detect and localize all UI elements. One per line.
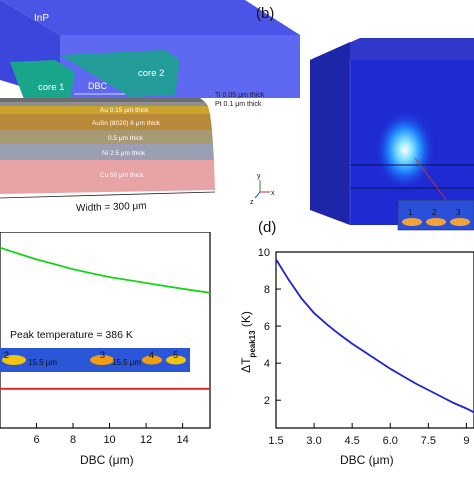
y-tick-label: 2 — [264, 395, 270, 407]
delta-t-series-line — [275, 258, 474, 414]
device-stack-figure: InP core 1 core 2 DBC Ti 0.05 μm thick P… — [0, 0, 300, 214]
y-label-main: ΔT — [239, 357, 253, 373]
y-tick-label: 6 — [264, 321, 270, 333]
y-label-subscript: peak13 — [248, 330, 257, 358]
inset-number: 2 — [432, 208, 437, 217]
x-tick-label: 7.5 — [421, 435, 436, 447]
layer-ni — [0, 144, 214, 160]
block-left-face — [310, 42, 350, 225]
block-top-face — [310, 38, 474, 60]
panel-c-x-ticks: 6 8 10 12 14 — [33, 423, 189, 446]
label-au: Au 0.15 μm thick — [100, 107, 149, 114]
layer-au — [0, 106, 210, 114]
axis-y-label: y — [257, 173, 261, 180]
y-tick-label: 10 — [258, 247, 270, 259]
layer-05 — [0, 130, 213, 144]
panel-d-plot-frame — [275, 251, 474, 429]
inset-spacing-label: 15.5 μm — [28, 358, 57, 367]
panel-a-device-stack: InP core 1 core 2 DBC Ti 0.05 μm thick P… — [0, 0, 300, 218]
y-label-text: ΔTpeak13 (K) — [239, 311, 257, 373]
inp-label: InP — [34, 13, 49, 24]
panel-d-letter: (d) — [258, 219, 276, 236]
label-ni: Ni 2.5 μm thick — [102, 150, 146, 157]
label-ausn: AuSn (8020) 6 μm thick — [92, 120, 161, 127]
panel-c-inset: 2 3 4 5 15.5 μm 15.5 μm — [0, 348, 190, 372]
x-tick-label: 10 — [103, 434, 115, 446]
axis-z-arrow — [254, 191, 261, 199]
inset-spacing-label: 15.5 μm — [112, 358, 141, 367]
layer-pt — [0, 102, 208, 106]
x-tick-label: 9 — [463, 435, 469, 447]
label-05: 0.5 μm thick — [108, 135, 144, 142]
inset-core — [142, 355, 162, 365]
green-series-line — [0, 246, 211, 294]
layer-ausn — [0, 114, 212, 130]
panel-d-plot: (d) 1.5 3.0 4.5 6.0 7.5 9 2 4 6 8 10 ΔTpeak13 (K) … — [228, 212, 474, 474]
core-2-label: core 2 — [138, 68, 164, 79]
inset-core — [2, 355, 26, 365]
panel-c-plot-frame — [0, 231, 211, 429]
inset-number: 2 — [4, 350, 9, 360]
panel-b-thermal-model: (b) 1 2 3 y z x — [250, 0, 474, 240]
layer-ti — [0, 98, 205, 102]
core-1-shape — [10, 60, 75, 102]
inset-number: 3 — [456, 208, 461, 217]
x-tick-label: 1.5 — [268, 435, 283, 447]
layer-cu — [0, 160, 215, 194]
panel-b-letter: (b) — [256, 5, 274, 22]
x-tick-label: 6 — [33, 434, 39, 446]
thermal-model-figure: (b) 1 2 3 y z x — [250, 5, 474, 231]
inset-number: 4 — [149, 350, 154, 360]
inset-number: 3 — [100, 350, 105, 360]
inset-core — [426, 218, 446, 226]
peak-temperature-annotation: Peak temperature = 386 K — [10, 329, 133, 341]
inset-number: 1 — [408, 208, 413, 217]
inset-core — [90, 355, 114, 365]
x-tick-label: 12 — [140, 434, 152, 446]
inset-number: 5 — [173, 350, 178, 360]
dbc-label: DBC — [88, 81, 108, 91]
label-pt: Pt 0.1 μm thick — [215, 101, 262, 108]
y-label-unit: (K) — [239, 311, 253, 330]
panel-c-plot: 6 8 10 12 14 Peak temperature = 386 K 2 3 4 … — [0, 231, 222, 474]
x-tick-label: 3.0 — [306, 435, 321, 447]
inset-core — [402, 218, 422, 226]
panel-c-x-axis-label: DBC (μm) — [80, 453, 134, 467]
label-ti: Ti 0.05 μm thick — [215, 92, 265, 99]
width-label: Width = 300 μm — [76, 201, 147, 214]
core-2-shape — [60, 50, 180, 97]
axis-x-label: x — [271, 190, 275, 197]
panel-d-ticks: 1.5 3.0 4.5 6.0 7.5 9 2 4 6 8 10 — [258, 247, 470, 447]
axis-z-label: z — [250, 199, 254, 206]
zoom-pointer — [414, 157, 451, 206]
inset-core — [450, 218, 470, 226]
panel-c-chart: 6 8 10 12 14 Peak temperature = 386 K 2 3 4 … — [0, 231, 211, 467]
width-dimension-line — [0, 191, 216, 199]
y-tick-label: 4 — [264, 358, 270, 370]
x-tick-label: 14 — [176, 434, 188, 446]
x-tick-label: 4.5 — [345, 435, 360, 447]
inp-top-face — [0, 0, 300, 35]
x-tick-label: 8 — [70, 434, 76, 446]
y-tick-label: 8 — [264, 284, 270, 296]
core-1-label: core 1 — [38, 82, 64, 93]
hotspot-glow — [375, 110, 435, 190]
x-tick-label: 6.0 — [383, 435, 398, 447]
inset-core — [166, 355, 186, 365]
label-cu: Cu 50 μm thick — [100, 172, 144, 179]
panel-d-x-axis-label: DBC (μm) — [340, 453, 394, 467]
panel-d-y-axis-label: ΔTpeak13 (K) — [239, 311, 257, 373]
